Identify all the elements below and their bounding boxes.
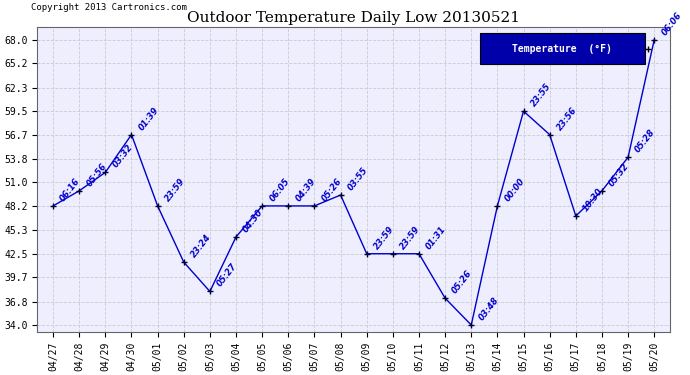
Text: 04:39: 04:39 (294, 176, 317, 203)
Text: 05:56: 05:56 (85, 161, 108, 188)
Text: 06:16: 06:16 (59, 176, 82, 203)
Text: 05:28: 05:28 (633, 128, 658, 154)
Text: 06:06: 06:06 (660, 10, 683, 37)
Text: Temperature  (°F): Temperature (°F) (513, 44, 612, 54)
Text: 01:31: 01:31 (424, 224, 448, 251)
Text: 23:56: 23:56 (555, 105, 579, 132)
Text: 06:05: 06:05 (268, 176, 291, 203)
Text: 04:30: 04:30 (241, 207, 265, 234)
Text: 03:48: 03:48 (477, 296, 500, 322)
Text: Copyright 2013 Cartronics.com: Copyright 2013 Cartronics.com (31, 3, 187, 12)
Text: 01:39: 01:39 (137, 105, 161, 132)
Text: 23:59: 23:59 (398, 224, 422, 251)
Text: 05:27: 05:27 (215, 262, 239, 289)
Text: 05:26: 05:26 (320, 176, 344, 203)
Text: 03:32: 03:32 (111, 143, 135, 170)
Text: 23:59: 23:59 (373, 224, 396, 251)
Title: Outdoor Temperature Daily Low 20130521: Outdoor Temperature Daily Low 20130521 (187, 11, 520, 25)
Text: 03:55: 03:55 (346, 165, 370, 192)
Text: 23:59: 23:59 (163, 176, 187, 203)
FancyBboxPatch shape (480, 33, 644, 64)
Text: 23:24: 23:24 (189, 232, 213, 260)
Text: 00:00: 00:00 (503, 176, 526, 203)
Text: 05:32: 05:32 (607, 161, 631, 188)
Text: 05:26: 05:26 (451, 269, 474, 296)
Text: 10:30: 10:30 (582, 186, 605, 213)
Text: 23:55: 23:55 (529, 82, 553, 108)
